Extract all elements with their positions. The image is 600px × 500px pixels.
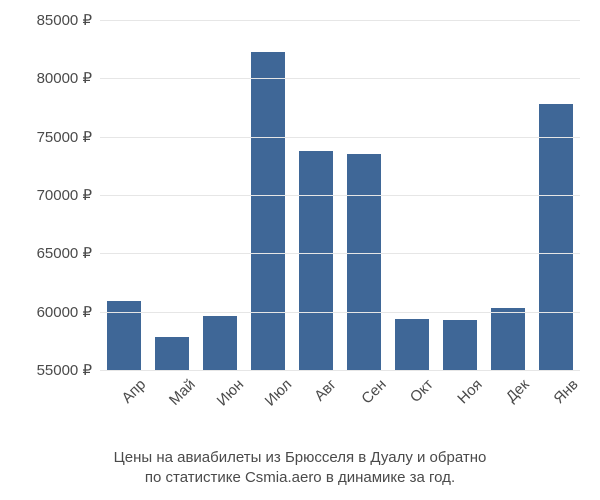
grid-line	[100, 253, 580, 254]
x-tick-label: Дек	[503, 376, 533, 406]
grid-line	[100, 78, 580, 79]
x-tick-label: Май	[166, 376, 199, 409]
x-tick-label: Янв	[550, 376, 581, 407]
grid-line	[100, 312, 580, 313]
chart-caption: Цены на авиабилеты из Брюсселя в Дуалу и…	[0, 448, 600, 489]
y-tick-label: 60000 ₽	[12, 303, 92, 321]
bar	[347, 154, 381, 370]
grid-line	[100, 195, 580, 196]
caption-line2: по статистике Csmia.aero в динамике за г…	[145, 469, 455, 486]
y-tick-label: 80000 ₽	[12, 69, 92, 87]
x-tick-label: Апр	[119, 376, 150, 407]
bar	[299, 151, 333, 370]
x-tick-label: Июн	[214, 376, 247, 409]
y-tick-label: 70000 ₽	[12, 186, 92, 204]
x-tick-label: Авг	[311, 376, 340, 405]
bar	[203, 316, 237, 370]
bar	[155, 337, 189, 370]
x-tick-label: Ноя	[454, 376, 485, 407]
plot-area: АпрМайИюнИюлАвгСенОктНояДекЯнв	[100, 20, 580, 370]
grid-line	[100, 370, 580, 371]
bar	[395, 319, 429, 370]
bar	[251, 52, 285, 371]
grid-line	[100, 137, 580, 138]
bar	[491, 308, 525, 370]
y-tick-label: 65000 ₽	[12, 244, 92, 262]
x-tick-label: Окт	[407, 376, 437, 406]
price-chart: АпрМайИюнИюлАвгСенОктНояДекЯнв Цены на а…	[0, 0, 600, 500]
grid-line	[100, 20, 580, 21]
y-tick-label: 75000 ₽	[12, 128, 92, 146]
bar	[539, 104, 573, 370]
x-tick-label: Сен	[358, 376, 389, 407]
caption-line1: Цены на авиабилеты из Брюсселя в Дуалу и…	[114, 449, 487, 466]
bar	[443, 320, 477, 370]
y-tick-label: 85000 ₽	[12, 11, 92, 29]
y-tick-label: 55000 ₽	[12, 361, 92, 379]
x-tick-label: Июл	[262, 376, 296, 410]
